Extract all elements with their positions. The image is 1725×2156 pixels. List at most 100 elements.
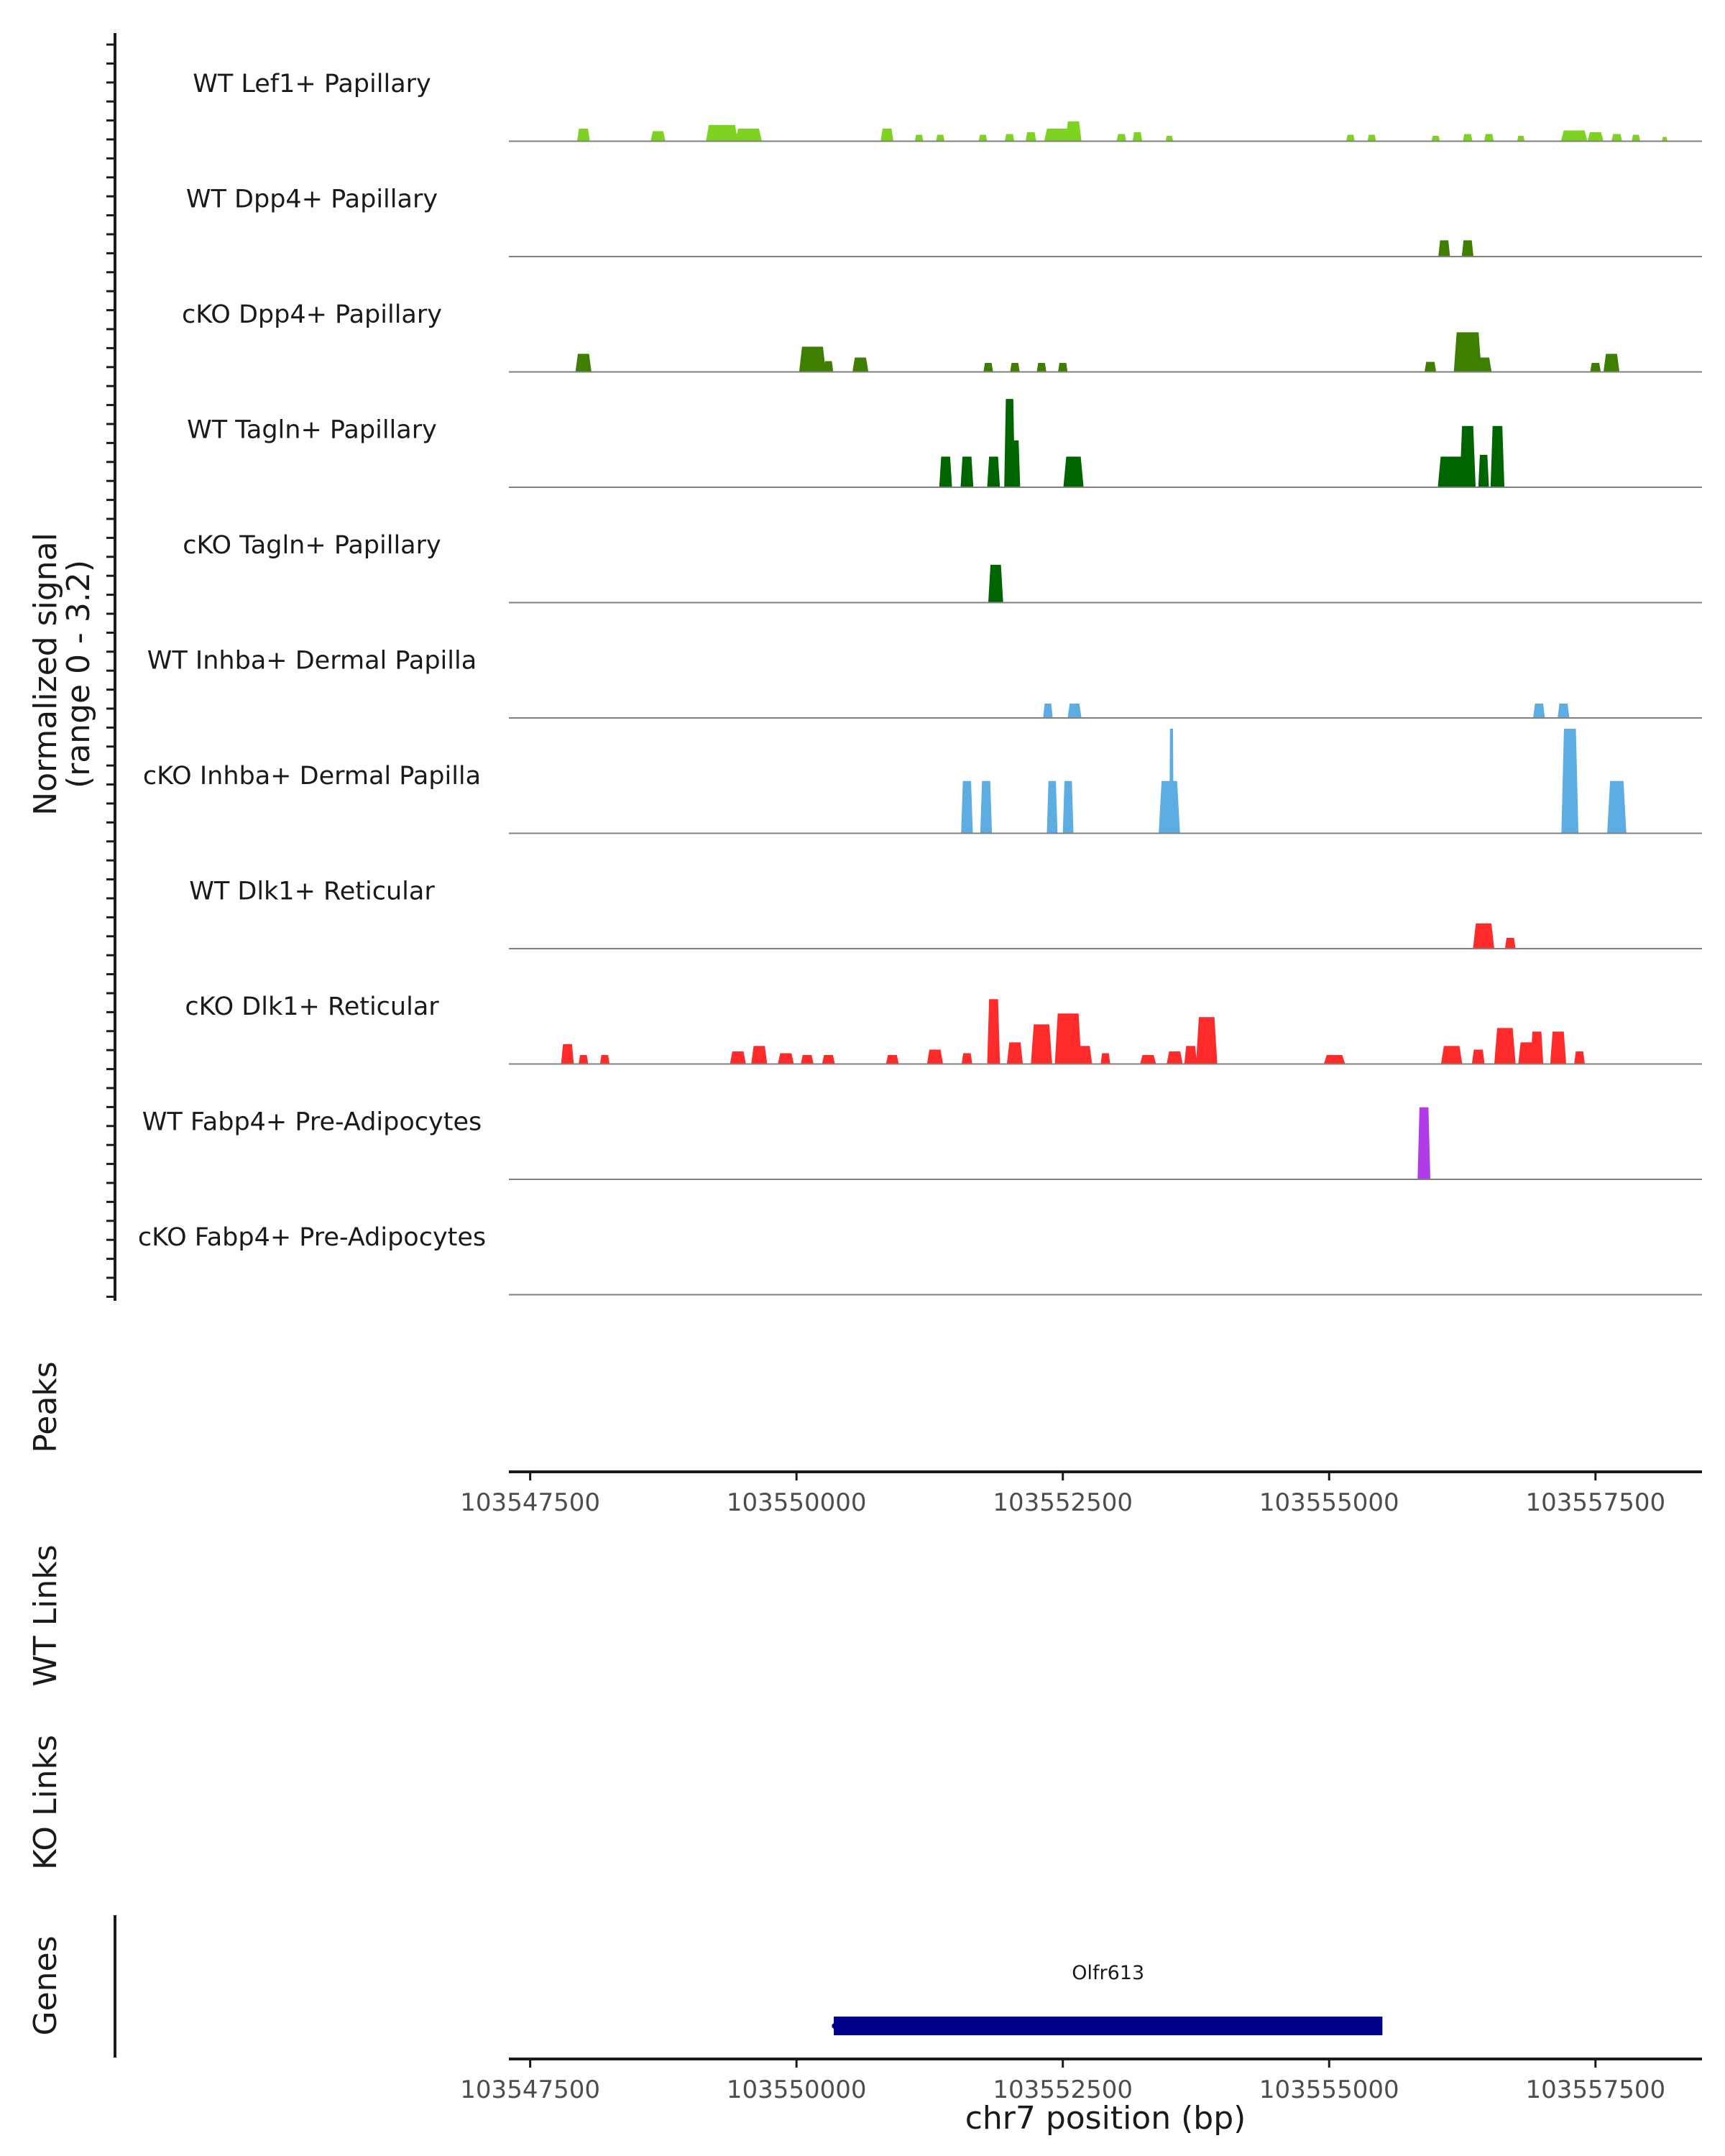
track: WT Tagln+ Papillary — [187, 399, 1702, 488]
track: WT Fabp4+ Pre-Adipocytes — [142, 1107, 1702, 1180]
signal-peak — [980, 780, 993, 834]
signal-peak — [1063, 456, 1084, 487]
signal-peak — [987, 999, 1000, 1064]
signal-peak — [1116, 134, 1126, 142]
track-label: WT Dpp4+ Papillary — [186, 185, 438, 214]
y-axis: Normalized signal (range 0 - 3.2) — [27, 33, 116, 1301]
signal-peak — [978, 134, 988, 142]
track-label: WT Tagln+ Papillary — [187, 416, 437, 445]
signal-peak — [1440, 1046, 1463, 1064]
wt-links-label: WT Links — [27, 1544, 64, 1686]
x-tick-label: 103547500 — [460, 1488, 600, 1517]
x-tick-label: 103552500 — [993, 1488, 1133, 1517]
signal-peak — [599, 1054, 610, 1064]
signal-peak — [1471, 1049, 1485, 1064]
signal-peak — [561, 1044, 574, 1064]
tracks: WT Lef1+ Papillary WT Dpp4+ Papillary cKO … — [138, 70, 1702, 1296]
y-axis-ticks — [106, 43, 115, 1298]
signal-peak — [575, 354, 592, 372]
x-axis-title: chr7 position (bp) — [965, 2100, 1246, 2137]
signal-peak — [1484, 134, 1494, 142]
genes-panel: Genes Olfr613 103547500 103550000 10355250… — [27, 1915, 1702, 2137]
x-tick-label: 103550000 — [727, 1488, 867, 1517]
track: cKO Dpp4+ Papillary — [182, 300, 1702, 373]
signal-peak — [1367, 134, 1376, 142]
signal-peak — [1530, 1031, 1544, 1064]
signal-peak — [1518, 1042, 1535, 1064]
signal-peak — [1065, 121, 1082, 142]
signal-peak — [1184, 1046, 1197, 1064]
signal-peak — [987, 456, 1000, 487]
x-tick-label: 103557500 — [1525, 1488, 1665, 1517]
signal-peak — [1590, 362, 1601, 372]
signal-peak — [801, 1054, 814, 1064]
signal-peak — [1438, 456, 1466, 487]
signal-peak — [852, 357, 869, 372]
signal-peak — [1574, 1051, 1585, 1064]
gene-body — [834, 2017, 1383, 2035]
signal-peak — [1132, 132, 1143, 142]
signal-peak — [1010, 362, 1020, 372]
signal-peak — [1100, 1053, 1110, 1064]
track-label: WT Inhba+ Dermal Papilla — [147, 647, 477, 676]
signal-peak — [1611, 134, 1622, 142]
signal-peak — [1167, 1051, 1183, 1064]
y-axis-title: Normalized signal — [27, 533, 64, 816]
signal-peak — [1453, 332, 1482, 372]
peaks-panel: Peaks 103547500 103550000 103552500 1035550… — [27, 1361, 1702, 1517]
signal-peak — [1476, 357, 1492, 372]
gene-models: Olfr613 — [831, 1962, 1383, 2035]
signal-peak — [730, 1051, 746, 1064]
signal-peak — [706, 124, 738, 142]
signal-peak — [1062, 780, 1074, 834]
signal-peak — [1195, 1017, 1218, 1064]
ko-links-label: KO Links — [27, 1735, 64, 1870]
signal-peak — [1009, 440, 1021, 487]
signal-peak — [1463, 134, 1473, 142]
signal-peak — [1558, 703, 1570, 718]
signal-peak — [1323, 1054, 1346, 1064]
signal-peak — [960, 456, 974, 487]
track: WT Dpp4+ Papillary — [186, 185, 1702, 257]
signal-peak — [961, 1053, 972, 1064]
track-label: cKO Inhba+ Dermal Papilla — [143, 762, 481, 791]
signal-peak — [1431, 135, 1440, 142]
peaks-panel-label: Peaks — [27, 1361, 64, 1452]
x-tick-label: 103547500 — [460, 2076, 600, 2104]
signal-peak — [1006, 1042, 1024, 1064]
signal-peak — [1165, 135, 1174, 142]
signal-peak — [650, 131, 666, 142]
track-label: WT Dlk1+ Reticular — [189, 877, 435, 906]
track: cKO Dlk1+ Reticular — [185, 992, 1702, 1065]
track-label: cKO Dlk1+ Reticular — [185, 992, 439, 1021]
x-tick-label: 103557500 — [1525, 2076, 1665, 2104]
track: WT Lef1+ Papillary — [193, 70, 1702, 142]
track-label: WT Fabp4+ Pre-Adipocytes — [142, 1108, 482, 1137]
signal-peak — [1560, 130, 1588, 142]
signal-peak — [1504, 937, 1516, 949]
track: cKO Inhba+ Dermal Papilla — [143, 729, 1702, 834]
signal-peak — [1025, 132, 1036, 142]
x-axis-bottom: 103547500 103550000 103552500 103555000 1035… — [460, 2059, 1665, 2104]
signal-peak — [1517, 135, 1525, 142]
track: cKO Tagln+ Papillary — [183, 531, 1702, 604]
signal-peak — [961, 780, 973, 834]
signal-peak — [1533, 703, 1545, 718]
x-axis-top: 103547500 103550000 103552500 103555000 1035… — [460, 1472, 1665, 1517]
signal-peak — [1169, 729, 1174, 834]
signal-peak — [576, 128, 590, 142]
signal-peak — [1459, 425, 1476, 487]
signal-peak — [1632, 134, 1641, 142]
signal-peak — [579, 1054, 589, 1064]
signal-peak — [1058, 362, 1068, 372]
signal-peak — [799, 346, 826, 372]
signal-peak — [1417, 1107, 1431, 1179]
genes-panel-label: Genes — [27, 1935, 64, 2035]
signal-peak — [1043, 703, 1053, 718]
gene-strand-arrow — [831, 2017, 841, 2035]
track: cKO Fabp4+ Pre-Adipocytes — [138, 1223, 1702, 1296]
signal-peak — [1662, 137, 1668, 142]
signal-peak — [1031, 1024, 1052, 1064]
track: WT Dlk1+ Reticular — [189, 877, 1702, 949]
